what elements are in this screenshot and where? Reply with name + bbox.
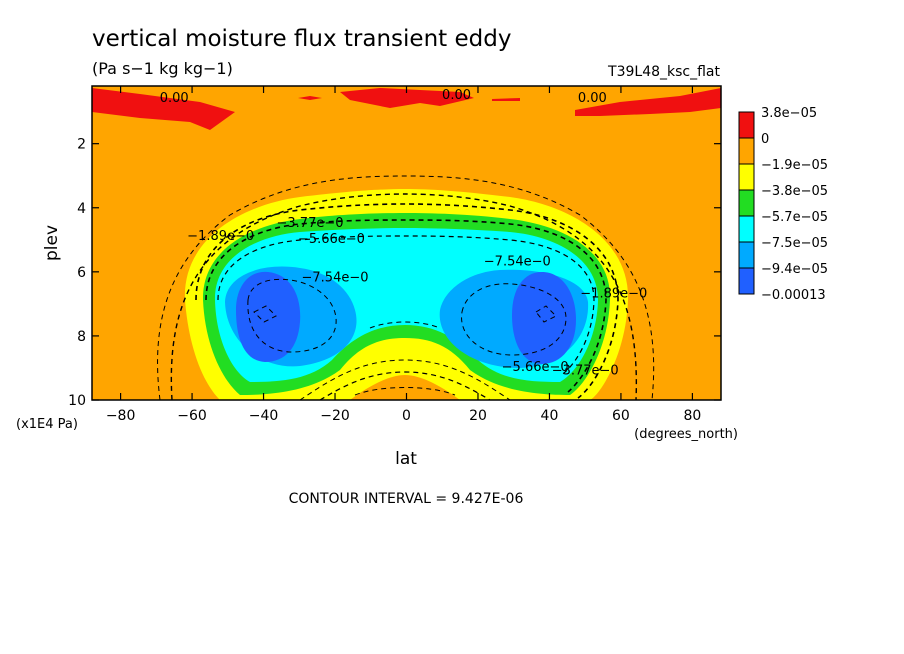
contour-label: −3.77e−0 <box>552 363 619 378</box>
contour-label: 0.00 <box>160 91 189 106</box>
run-label: T39L48_ksc_flat <box>607 64 720 80</box>
contour-5 <box>247 278 337 353</box>
contour-interval: CONTOUR INTERVAL = 9.427E-06 <box>289 491 524 507</box>
plot-area: 0.00 0.00 0.00−1.89e−0−3.77e−0−5.66e−0−7.5… <box>92 86 721 400</box>
y-axis: 2 4 6 8 10 <box>68 137 721 409</box>
contour-label: −1.89e−0 <box>187 229 254 244</box>
y-tick-label: 6 <box>77 265 86 281</box>
contour-4 <box>217 235 595 377</box>
x-axis-unit: (degrees_north) <box>634 427 738 442</box>
x-tick-label: −20 <box>320 408 350 424</box>
contour-label: 0.00 <box>578 91 607 106</box>
contour-6 <box>461 283 567 356</box>
legend-swatch <box>738 267 755 295</box>
contour-2 <box>195 203 619 399</box>
contour-label: −5.66e−0 <box>298 232 365 247</box>
red-band-south <box>92 88 235 130</box>
x-tick-label: 80 <box>683 408 701 424</box>
legend-label: −5.7e−05 <box>761 210 828 225</box>
legend-label: 3.8e−05 <box>761 106 817 121</box>
legend: 3.8e−05 0 −1.9e−05 −3.8e−05 −5.7e−05 −7.5e−05… <box>738 106 828 303</box>
y-tick-label: 2 <box>77 137 86 153</box>
y-tick-label: 8 <box>77 329 86 345</box>
legend-swatch <box>738 241 755 269</box>
contour-9 <box>319 371 491 400</box>
legend-swatch <box>738 189 755 217</box>
y-tick-label: 4 <box>77 201 86 217</box>
contour-label: 0.00 <box>442 88 471 103</box>
contour-label: −5.66e−0 <box>502 360 569 375</box>
contour-1 <box>170 193 638 400</box>
red-blip-b <box>492 98 520 101</box>
legend-label: −0.00013 <box>761 288 826 303</box>
legend-swatch <box>738 163 755 191</box>
x-tick-label: 40 <box>541 408 559 424</box>
contour-label: −1.89e−0 <box>580 286 647 301</box>
red-band-mid <box>340 88 474 108</box>
x-tick-label: −80 <box>106 408 136 424</box>
x-tick-label: 60 <box>612 408 630 424</box>
contour-label: −3.77e−0 <box>277 216 344 231</box>
legend-label: −1.9e−05 <box>761 158 828 173</box>
contour-12 <box>369 321 441 329</box>
x-tick-label: −60 <box>177 408 207 424</box>
chart-units: (Pa s−1 kg kg−1) <box>92 59 233 78</box>
red-band-north <box>575 88 721 116</box>
deep-blue-core-north <box>512 272 576 364</box>
legend-swatch <box>738 111 755 139</box>
y-tick-label: 10 <box>68 393 86 409</box>
legend-label: −7.5e−05 <box>761 236 828 251</box>
legend-label: −9.4e−05 <box>761 262 828 277</box>
legend-swatch <box>738 137 755 165</box>
red-blip-a <box>298 96 322 100</box>
contour-11 <box>354 387 456 396</box>
contour-7 <box>253 305 277 323</box>
chart-title: vertical moisture flux transient eddy <box>92 26 511 52</box>
x-tick-label: 0 <box>402 408 411 424</box>
legend-label: 0 <box>761 132 769 147</box>
x-axis-label: lat <box>395 449 417 469</box>
x-tick-label: 20 <box>469 408 487 424</box>
legend-label: −3.8e−05 <box>761 184 828 199</box>
contour-label: −7.54e−0 <box>302 270 369 285</box>
deep-blue-core-south <box>236 271 301 362</box>
x-axis: −80 −60 −40 −20 0 20 40 60 80 <box>106 86 701 424</box>
y-axis-unit: (x1E4 Pa) <box>16 417 78 432</box>
y-axis-label: plev <box>42 225 62 261</box>
legend-swatch <box>738 215 755 243</box>
x-tick-label: −40 <box>249 408 279 424</box>
contour-label: −7.54e−0 <box>484 254 551 269</box>
contour-outer <box>157 175 655 400</box>
